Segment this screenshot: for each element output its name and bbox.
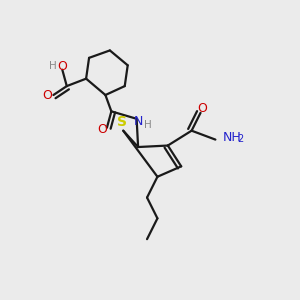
- Text: O: O: [43, 89, 52, 102]
- Text: S: S: [117, 116, 127, 129]
- Text: H: H: [49, 61, 56, 71]
- Text: O: O: [197, 102, 207, 115]
- Text: O: O: [98, 123, 107, 136]
- Text: 2: 2: [237, 134, 243, 144]
- Text: H: H: [144, 120, 152, 130]
- Text: O: O: [57, 60, 67, 73]
- Text: NH: NH: [223, 131, 242, 144]
- Text: N: N: [134, 115, 143, 128]
